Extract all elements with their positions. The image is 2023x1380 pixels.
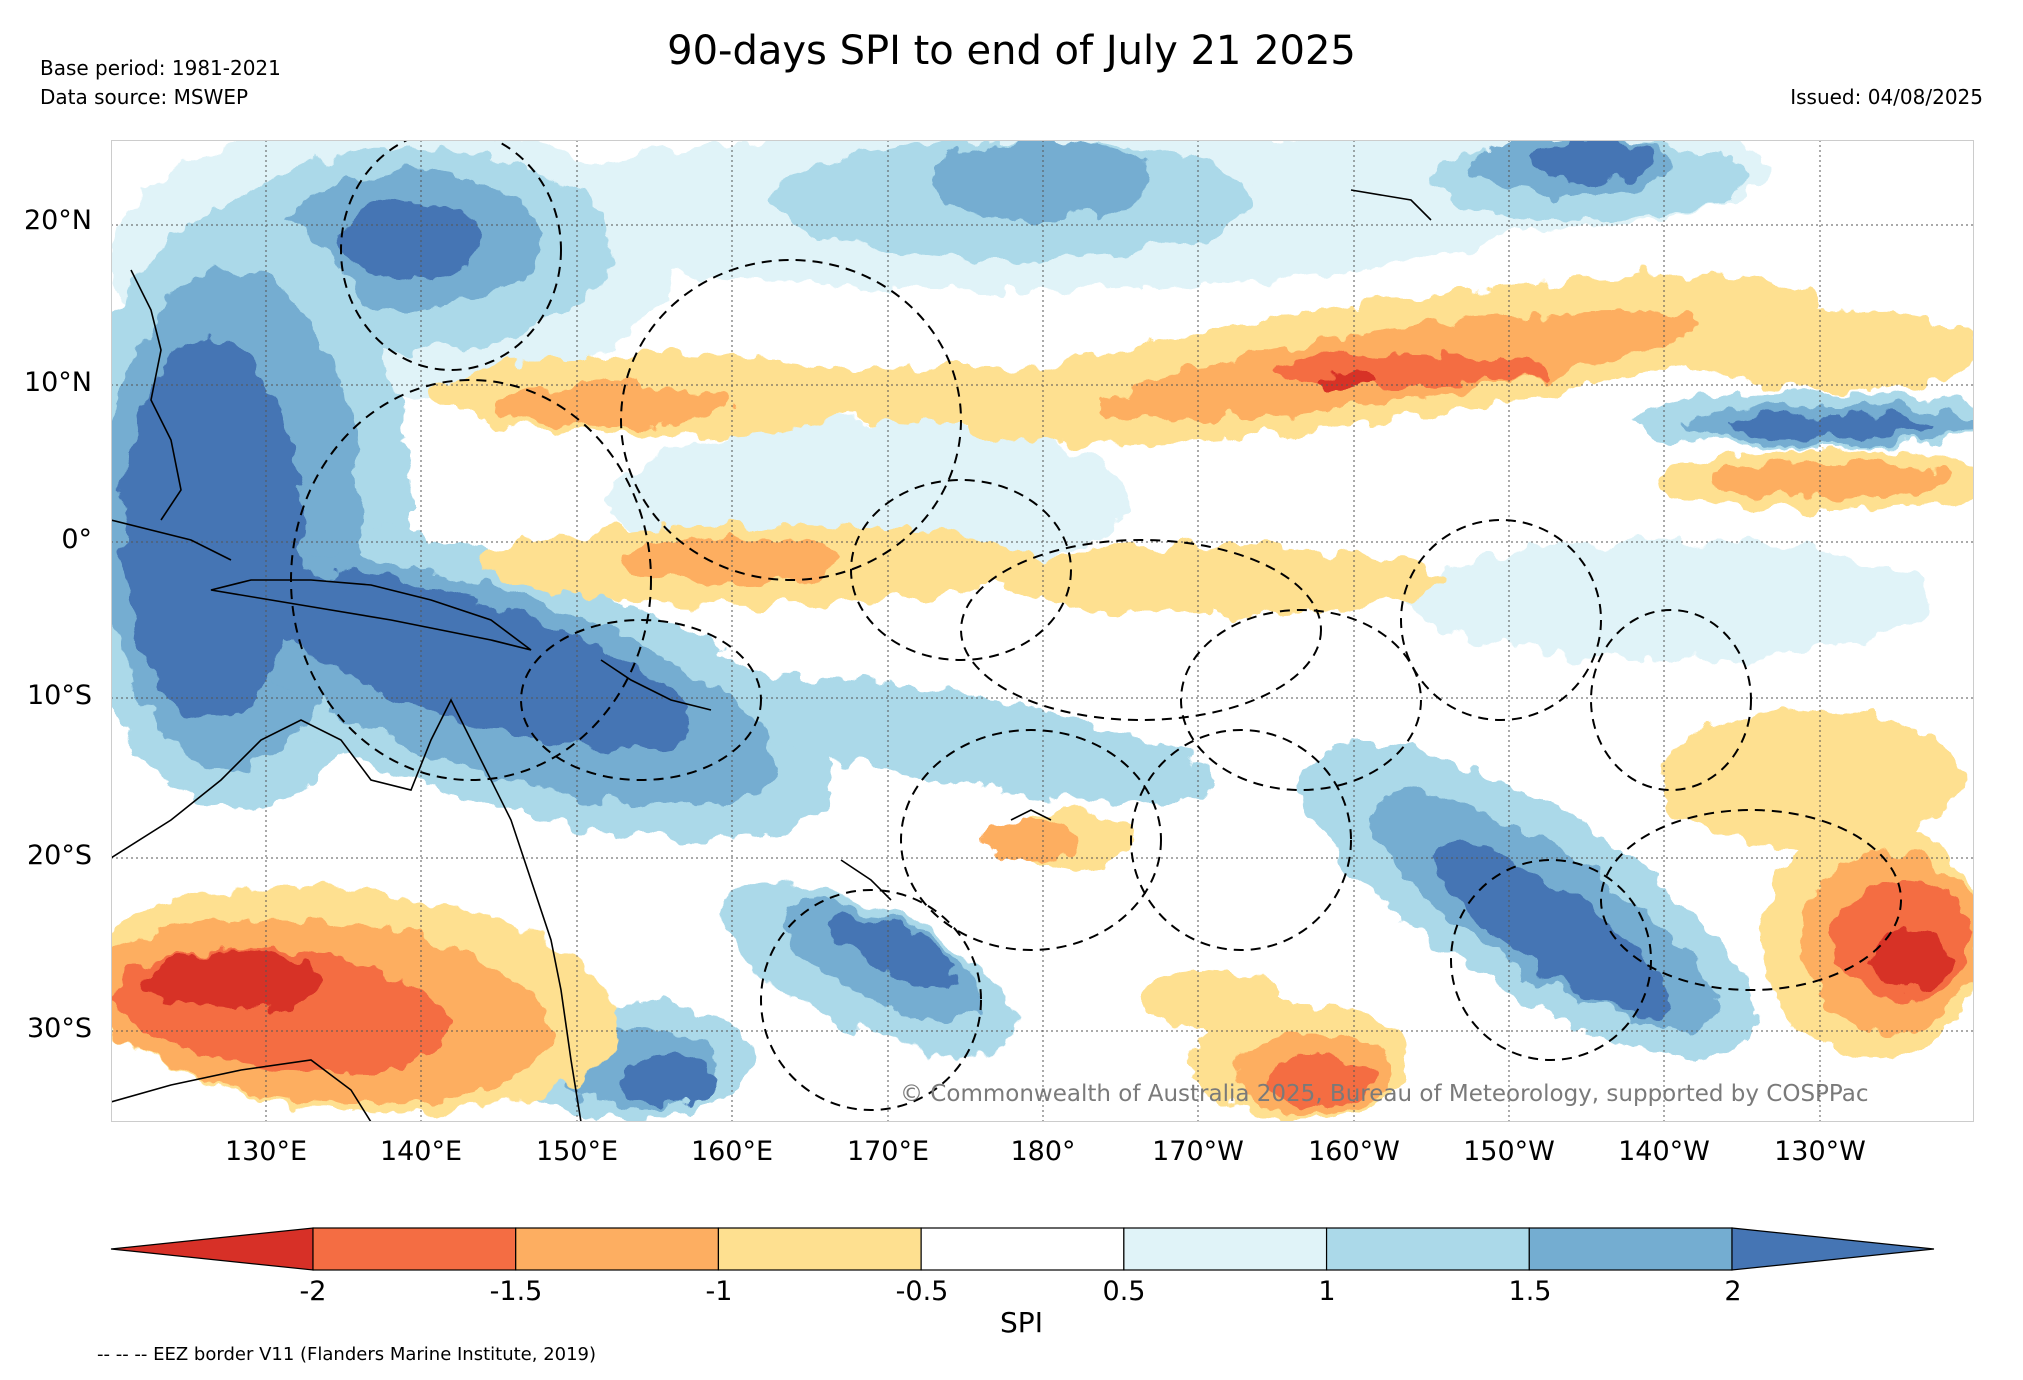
lat-label-20s: 20°S xyxy=(27,840,92,871)
colorbar-tick: -2 xyxy=(299,1276,327,1307)
colorbar-tick: -1 xyxy=(705,1276,733,1307)
lat-label-30s: 30°S xyxy=(27,1013,92,1044)
colorbar-tick: 1.5 xyxy=(1508,1276,1552,1307)
lat-label-10s: 10°S xyxy=(27,680,92,711)
colorbar-tick: 0.5 xyxy=(1102,1276,1146,1307)
colorbar-extend-low xyxy=(110,1227,314,1271)
lon-label-130w: 130°W xyxy=(1774,1136,1866,1167)
lat-label-20n: 20°N xyxy=(23,205,92,236)
colorbar-segment xyxy=(1123,1227,1328,1271)
colorbar-segment xyxy=(1528,1227,1733,1271)
lon-label-170e: 170°E xyxy=(846,1136,930,1167)
colorbar-tick: -1.5 xyxy=(489,1276,543,1307)
eez-borders xyxy=(290,140,1902,1111)
eez-legend-note: -- -- -- EEZ border V11 (Flanders Marine… xyxy=(97,1344,597,1365)
coast-australia-south xyxy=(111,1059,372,1122)
wet-region-north-extreme xyxy=(341,140,1931,437)
lon-label-140e: 140°E xyxy=(379,1136,463,1167)
lon-label-130e: 130°E xyxy=(224,1136,308,1167)
lon-label-150w: 150°W xyxy=(1463,1136,1555,1167)
coast-solomons xyxy=(600,659,712,711)
lon-label-150e: 150°E xyxy=(535,1136,619,1167)
spi-colorbar xyxy=(110,1227,1935,1271)
coast-indonesia xyxy=(111,519,232,561)
lat-label-10n: 10°N xyxy=(23,367,92,398)
lon-label-180: 180° xyxy=(1010,1136,1076,1167)
coastlines xyxy=(111,189,1432,1122)
lon-label-160w: 160°W xyxy=(1308,1136,1400,1167)
colorbar-tick: 2 xyxy=(1724,1276,1742,1307)
colorbar-label: SPI xyxy=(1000,1306,1043,1339)
colorbar-segment xyxy=(515,1227,720,1271)
colorbar-extend-high xyxy=(1731,1227,1935,1271)
map-title: 90-days SPI to end of July 21 2025 xyxy=(667,28,1356,74)
lon-label-170w: 170°W xyxy=(1152,1136,1244,1167)
colorbar-segment xyxy=(920,1227,1125,1271)
lon-label-160e: 160°E xyxy=(690,1136,774,1167)
lon-label-140w: 140°W xyxy=(1618,1136,1710,1167)
colorbar-tick: -0.5 xyxy=(895,1276,949,1307)
spi-anomaly-layer xyxy=(111,140,1974,1120)
colorbar-segment xyxy=(717,1227,922,1271)
spi-map xyxy=(111,140,1974,1122)
copyright-notice: © Commonwealth of Australia 2025, Bureau… xyxy=(900,1081,1869,1107)
coast-australia xyxy=(111,698,582,1122)
dry-region-extreme xyxy=(141,372,1951,1010)
coast-new-caledonia xyxy=(840,859,892,901)
coast-philippines xyxy=(130,269,182,521)
colorbar-segment xyxy=(312,1227,517,1271)
issued-date-label: Issued: 04/08/2025 xyxy=(1790,85,1983,109)
lat-label-0: 0° xyxy=(61,524,92,555)
coast-fiji xyxy=(1010,809,1052,821)
data-source-label: Data source: MSWEP xyxy=(40,85,249,109)
map-frame xyxy=(111,140,1974,1122)
graticule xyxy=(111,140,1974,1122)
colorbar-segment xyxy=(1325,1227,1530,1271)
coast-hawaii xyxy=(1350,189,1432,221)
coast-new-guinea xyxy=(210,579,532,651)
base-period-label: Base period: 1981-2021 xyxy=(40,56,281,80)
colorbar-tick: 1 xyxy=(1318,1276,1336,1307)
